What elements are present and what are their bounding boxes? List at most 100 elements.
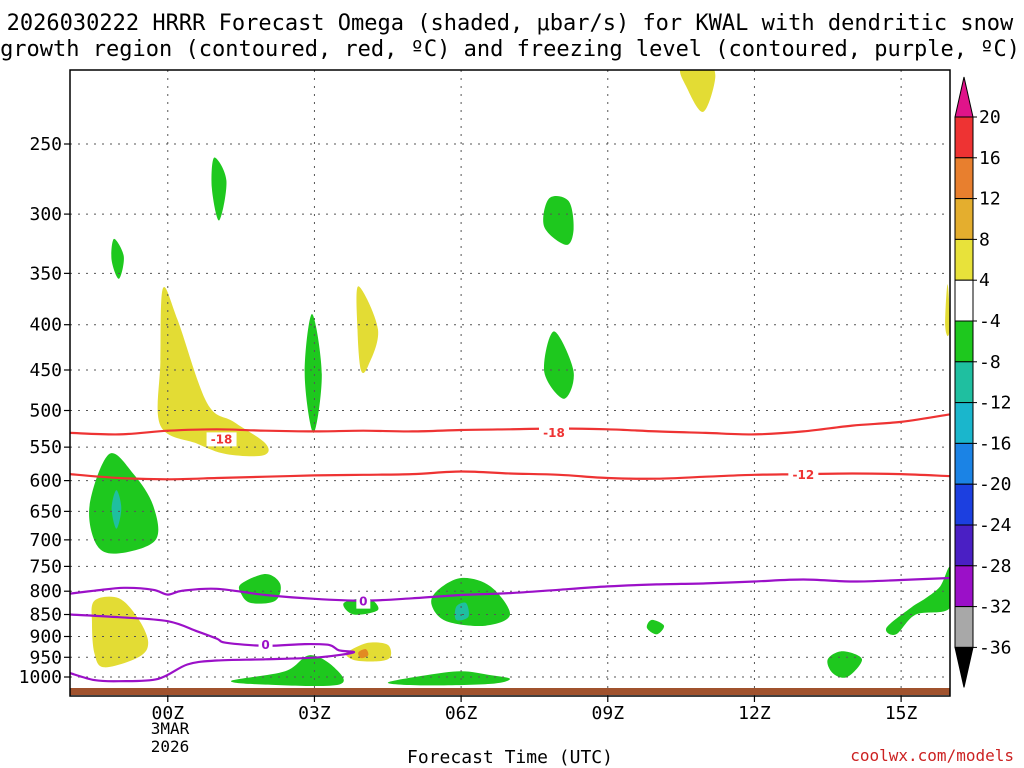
colorbar-label-7: -12	[979, 393, 1012, 414]
y-tick-label-950: 950	[29, 647, 62, 668]
colorbar-bottom-arrow	[954, 646, 974, 688]
omega-region-11	[543, 331, 574, 399]
contour-label-bg-2	[788, 467, 819, 482]
omega-region-6	[358, 649, 369, 659]
y-tick-label-650: 650	[29, 501, 62, 522]
colorbar-swatch-3	[954, 238, 974, 281]
colorbar-label-5: -4	[979, 311, 1001, 332]
contours: -18 -18 -12 0 0	[70, 413, 950, 683]
colorbar-label-13: -36	[979, 637, 1012, 658]
x-tick-label-12: 12Z	[738, 703, 771, 724]
colorbar-swatch-1	[954, 157, 974, 200]
colorbar-swatch-7	[954, 402, 974, 444]
colorbar-swatch-0	[954, 116, 974, 159]
contour-label-0: -18	[211, 432, 233, 446]
date-label-day: 3MAR	[151, 719, 190, 738]
colorbar-swatch-6	[954, 361, 974, 404]
y-tick-label-900: 900	[29, 626, 62, 647]
omega-region-14	[238, 574, 281, 604]
colorbar-label-6: -8	[979, 352, 1001, 373]
colorbar-label-12: -32	[979, 597, 1012, 618]
y-tick-label-550: 550	[29, 437, 62, 458]
contour-label-3: 0	[359, 595, 367, 609]
omega-region-16	[431, 577, 511, 626]
omega-region-1	[157, 286, 269, 457]
plot-frame	[69, 69, 951, 697]
y-tick-label-350: 350	[29, 263, 62, 284]
y-tick-label-400: 400	[29, 315, 62, 336]
ground-strip	[70, 688, 950, 695]
y-tick-label-500: 500	[29, 401, 62, 422]
contour-label-4: 0	[261, 638, 269, 652]
colorbar-swatch-9	[954, 483, 974, 526]
grid	[70, 70, 950, 696]
colorbar-label-11: -28	[979, 556, 1012, 577]
omega-region-7	[211, 157, 227, 221]
colorbar: 20 16 12 8 4 -4 -8 -12 -16 -20 -24 -28 -32 -36	[954, 76, 1012, 688]
omega-region-10	[304, 314, 322, 433]
contour-label-bg-0	[206, 432, 237, 447]
contour-line-3	[70, 576, 950, 602]
colorbar-label-2: 12	[979, 189, 1001, 210]
ground	[70, 688, 950, 695]
omega-region-9	[543, 195, 574, 245]
omega-region-17	[454, 602, 470, 621]
colorbar-label-0: 20	[979, 107, 1001, 128]
colorbar-swatch-11	[954, 565, 974, 608]
contour-label-bg-3	[356, 594, 371, 609]
x-tick-label-9: 09Z	[592, 703, 625, 724]
contour-label-2: -12	[792, 468, 814, 482]
colorbar-swatch-8	[954, 442, 974, 485]
x-tick-label-3: 03Z	[298, 703, 331, 724]
x-tick-label-0: 00Z	[152, 703, 185, 724]
colorbar-top-arrow	[954, 76, 974, 118]
y-tick-label-250: 250	[29, 134, 62, 155]
omega-region-21	[230, 655, 344, 687]
omega-region-8	[111, 238, 124, 279]
x-axis-title: Forecast Time (UTC)	[407, 747, 613, 768]
chart-title-line-1: 2026030222 HRRR Forecast Omega (shaded, …	[7, 11, 1014, 36]
omega-region-20	[827, 651, 863, 678]
colorbar-label-4: 4	[979, 270, 990, 291]
y-axis: 2503003504004505005506006507007508008509…	[19, 134, 70, 688]
colorbar-swatch-5	[954, 320, 974, 363]
x-tick-label-15: 15Z	[885, 703, 918, 724]
omega-region-5	[345, 642, 392, 662]
colorbar-swatch-4	[954, 279, 974, 322]
colorbar-swatch-2	[954, 198, 974, 240]
omega-region-0	[679, 70, 716, 112]
contour-label-bg-1	[539, 425, 569, 440]
y-tick-label-700: 700	[29, 530, 62, 551]
contour-line-4	[70, 613, 356, 683]
omega-region-3	[945, 284, 950, 337]
y-tick-label-800: 800	[29, 581, 62, 602]
contour-line-0	[70, 413, 950, 436]
y-tick-label-450: 450	[29, 360, 62, 381]
y-tick-label-750: 750	[29, 556, 62, 577]
colorbar-label-10: -24	[979, 515, 1012, 536]
omega-region-4	[91, 596, 149, 668]
omega-region-12	[89, 453, 159, 554]
omega-region-2	[356, 286, 379, 374]
omega-region-19	[885, 566, 950, 635]
date-label-year: 2026	[151, 737, 190, 756]
y-tick-label-600: 600	[29, 471, 62, 492]
credit-link[interactable]: coolwx.com/models	[850, 746, 1014, 765]
y-tick-label-1000: 1000	[19, 667, 62, 688]
contour-label-bg-4	[258, 637, 273, 652]
colorbar-swatch-10	[954, 524, 974, 567]
x-axis: 00Z 03Z 06Z 09Z 12Z 15Z	[152, 696, 918, 724]
colorbar-label-1: 16	[979, 148, 1001, 169]
omega-region-22	[387, 671, 510, 686]
colorbar-label-8: -16	[979, 433, 1012, 454]
chart-title-line-2: growth region (contoured, red, ºC) and f…	[0, 37, 1020, 62]
omega-region-13	[111, 490, 122, 529]
contour-label-1: -18	[543, 426, 565, 440]
x-tick-label-6: 06Z	[445, 703, 478, 724]
y-tick-label-300: 300	[29, 204, 62, 225]
colorbar-swatch-12	[954, 606, 974, 648]
omega-region-18	[646, 619, 665, 635]
colorbar-label-9: -20	[979, 474, 1012, 495]
colorbar-label-3: 8	[979, 229, 990, 250]
